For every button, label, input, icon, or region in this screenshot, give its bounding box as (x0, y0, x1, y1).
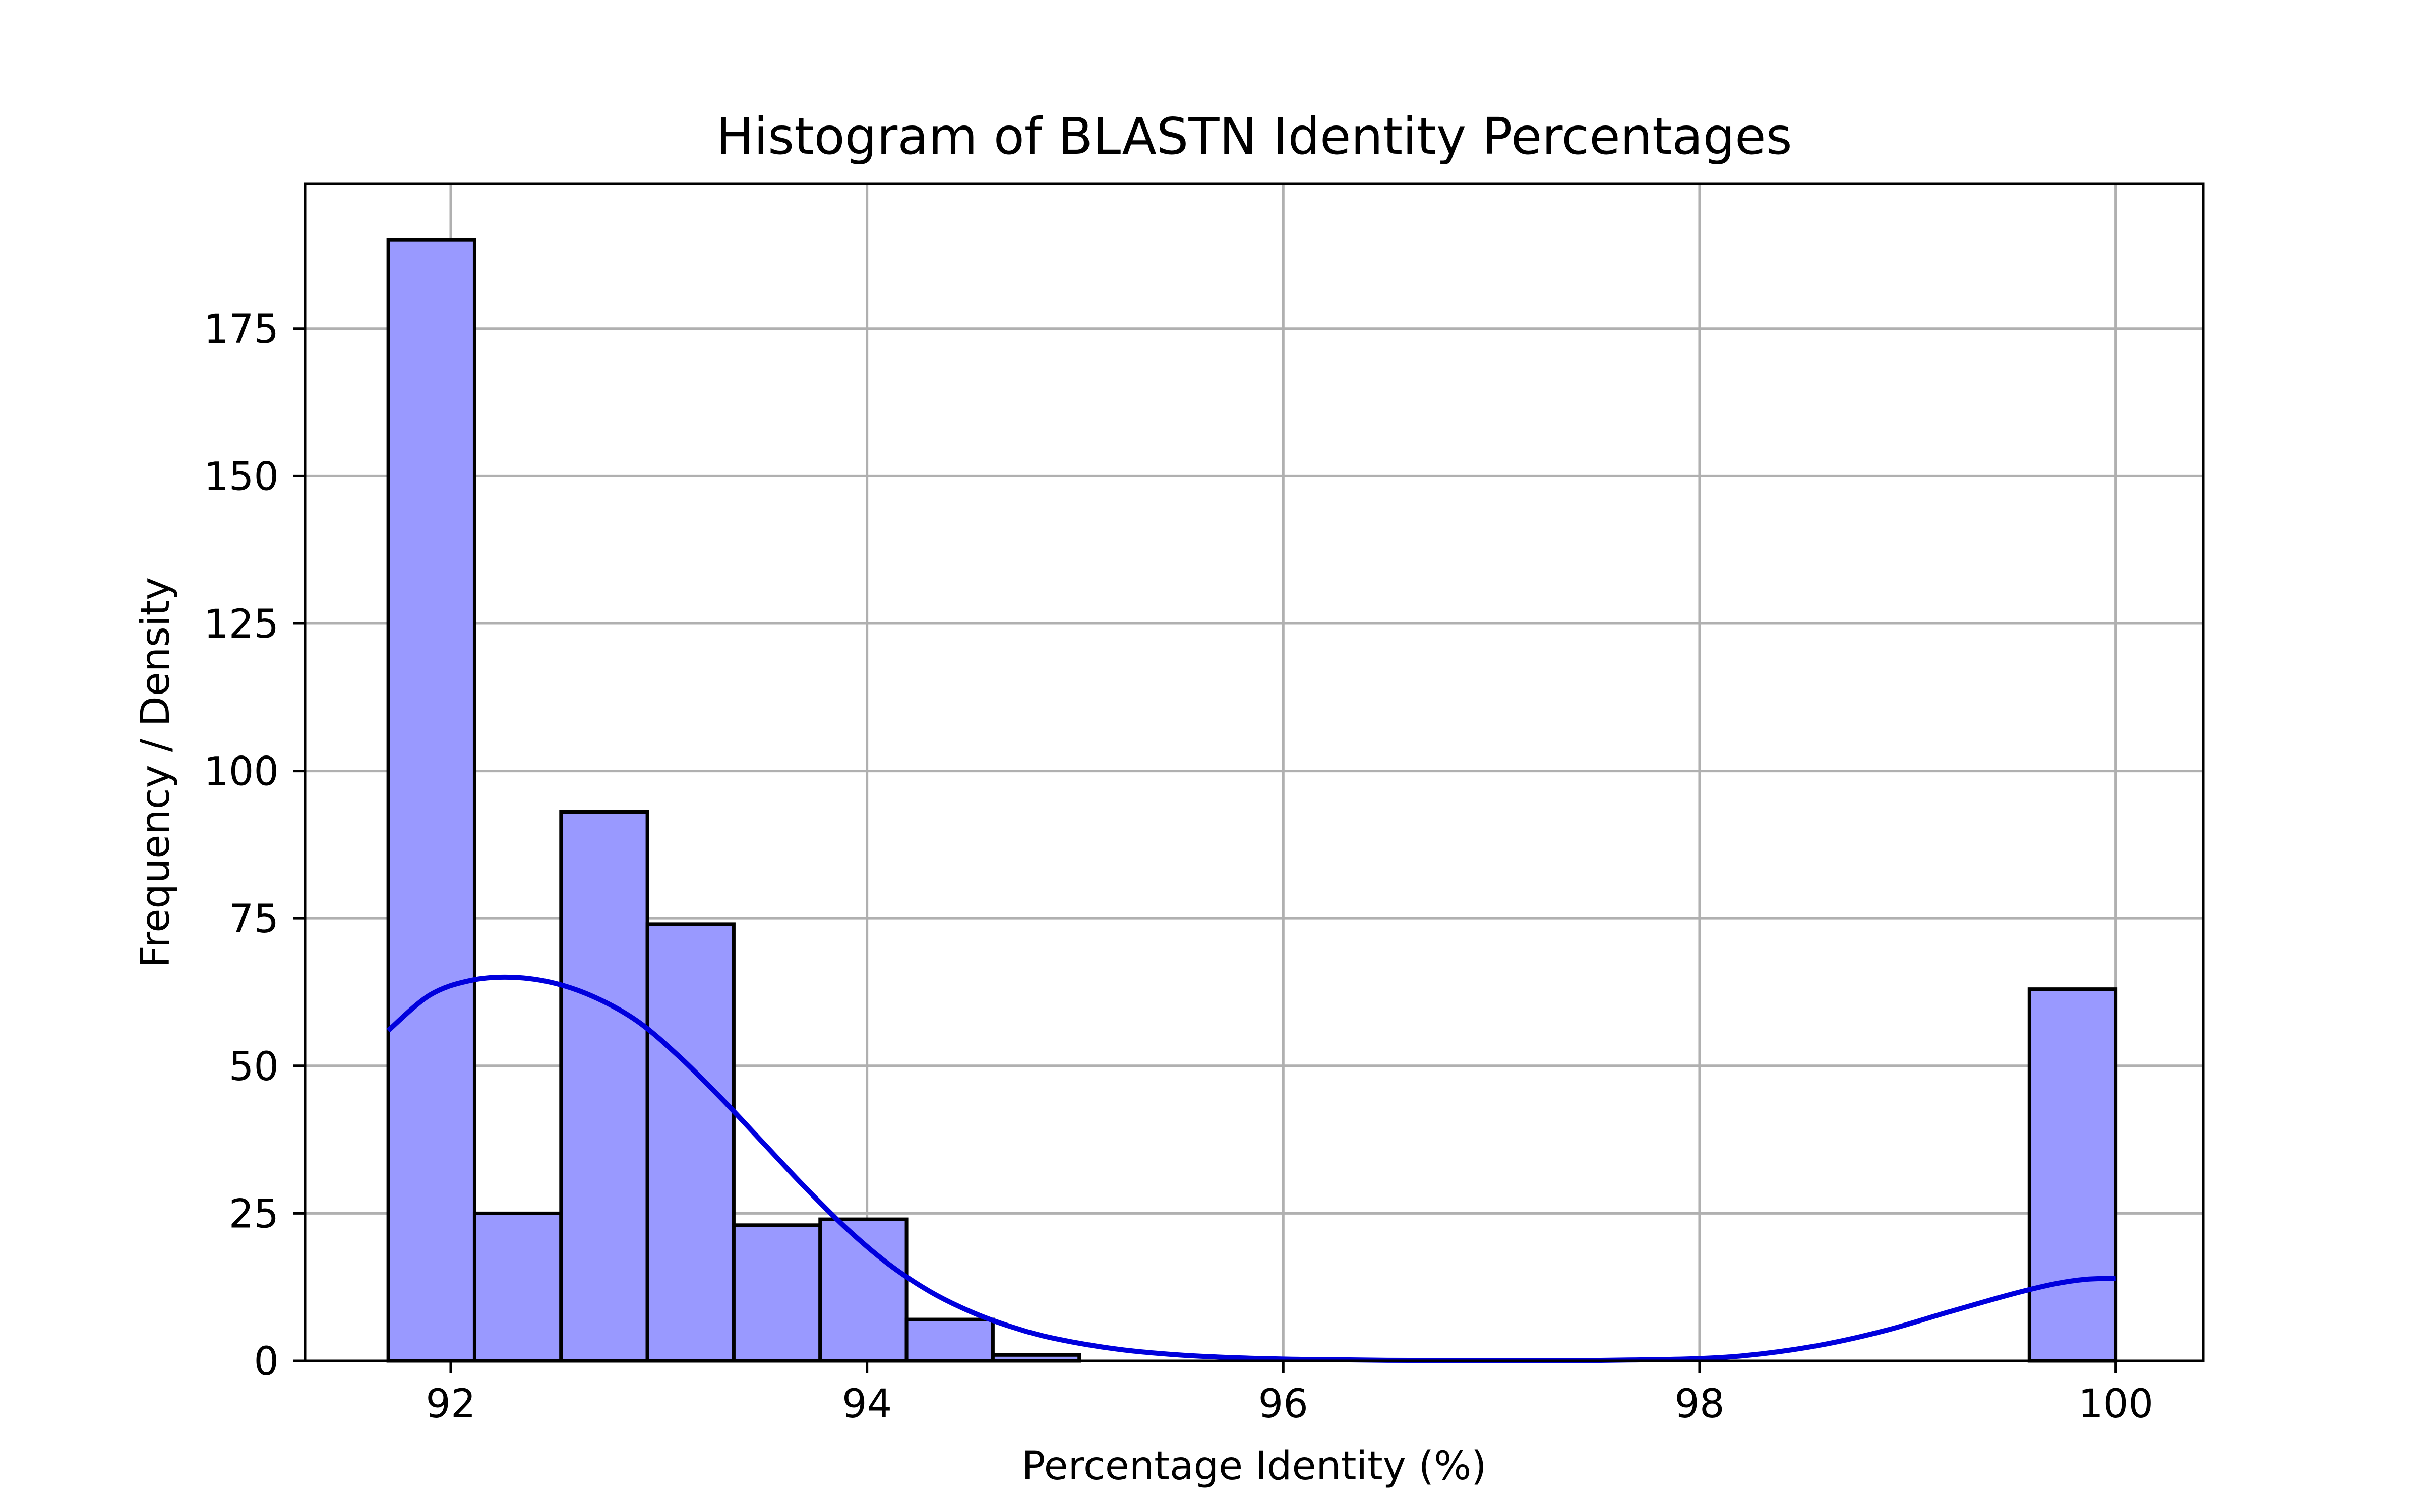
histogram-bar (472, 1211, 563, 1363)
y-tick-label: 50 (229, 1044, 279, 1090)
kde-curve (386, 974, 2116, 1363)
histogram-bar (559, 810, 649, 1363)
y-tick-label: 125 (204, 602, 279, 647)
x-tick-label: 96 (1258, 1381, 1308, 1427)
y-tick-label: 25 (229, 1191, 279, 1237)
histogram-bar (904, 1317, 995, 1363)
histogram-bars (386, 238, 2118, 1363)
plot-frame (304, 182, 2205, 1362)
y-tick-label: 175 (204, 307, 279, 352)
y-tick-label: 100 (204, 749, 279, 795)
chart-title: Histogram of BLASTN Identity Percentages (716, 107, 1792, 166)
y-tick-label: 75 (229, 897, 279, 942)
x-tick-label: 94 (842, 1381, 892, 1427)
y-tick-label: 0 (254, 1339, 279, 1384)
x-tick-label: 92 (426, 1381, 475, 1427)
x-tick-label: 98 (1674, 1381, 1724, 1427)
x-axis-label: Percentage Identity (%) (1021, 1443, 1486, 1489)
histogram-bar (386, 238, 476, 1363)
histogram-bar (645, 922, 736, 1363)
y-tick-label: 150 (204, 454, 279, 499)
x-tick-label: 100 (2078, 1381, 2153, 1427)
kde-line (386, 974, 2116, 1363)
histogram-bar (2027, 987, 2118, 1363)
y-axis-label: Frequency / Density (133, 577, 178, 968)
axis-ticks: 92 94 96 98 100 0 25 50 75 100 125 150 175 (204, 307, 2153, 1427)
histogram-bar (732, 1223, 822, 1363)
